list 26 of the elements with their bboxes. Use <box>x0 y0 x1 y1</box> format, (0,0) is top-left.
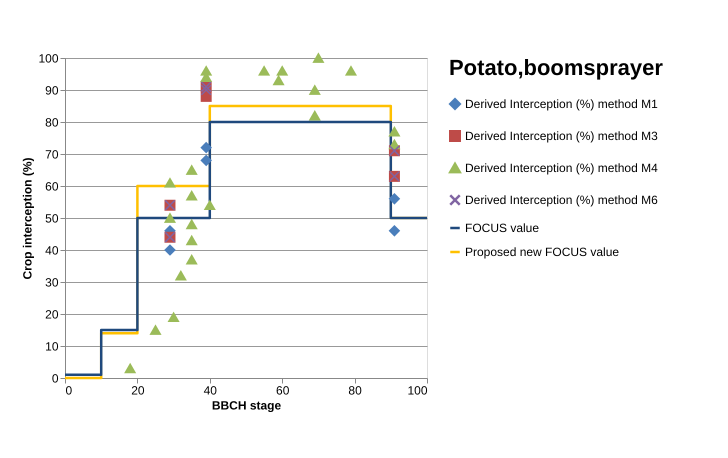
legend-label: Derived Interception (%) method M3 <box>465 129 658 143</box>
legend-label: Derived Interception (%) method M1 <box>465 97 658 111</box>
legend-label: Derived Interception (%) method M4 <box>465 161 658 175</box>
y-tick-label: 90 <box>45 84 59 98</box>
x-tick-label: 0 <box>66 384 72 398</box>
legend-label: Derived Interception (%) method M6 <box>465 193 658 207</box>
y-axis-title: Crop interception (%) <box>20 158 34 280</box>
x-tick-label: 100 <box>407 384 428 398</box>
text: Potato,boomsprayer <box>449 55 664 80</box>
x-tick-label: 80 <box>348 384 362 398</box>
y-tick-label: 70 <box>45 148 59 162</box>
x-tick-label: 40 <box>204 384 218 398</box>
y-tick-label: 0 <box>52 372 59 386</box>
y-tick-label: 20 <box>45 308 59 322</box>
x-tick-label: 20 <box>131 384 145 398</box>
y-tick-label: 60 <box>45 180 59 194</box>
x-tick-label: 60 <box>276 384 290 398</box>
y-tick-label: 80 <box>45 116 59 130</box>
y-tick-label: 40 <box>45 244 59 258</box>
legend-label: Proposed new FOCUS value <box>465 245 620 259</box>
y-tick-label: 50 <box>45 212 59 226</box>
y-tick-label: 100 <box>38 52 59 66</box>
x-axis-title: BBCH stage <box>212 398 282 412</box>
y-tick-label: 10 <box>45 340 59 354</box>
y-tick-label: 30 <box>45 276 59 290</box>
legend-label: FOCUS value <box>465 221 540 235</box>
